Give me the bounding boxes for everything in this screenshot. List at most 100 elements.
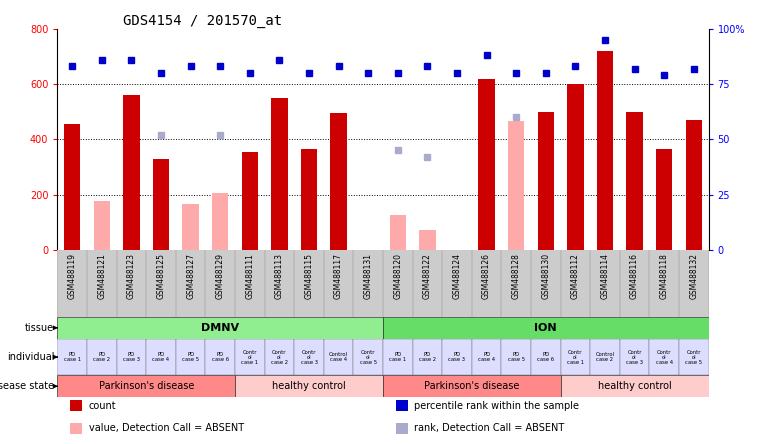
Text: PD
case 4: PD case 4 xyxy=(478,352,495,362)
Text: PD
case 1: PD case 1 xyxy=(64,352,80,362)
Bar xyxy=(176,339,205,375)
Text: PD
case 3: PD case 3 xyxy=(123,352,140,362)
Bar xyxy=(413,339,442,375)
Text: Control
case 4: Control case 4 xyxy=(329,352,348,362)
Text: Contr
ol
case 2: Contr ol case 2 xyxy=(271,349,288,365)
Bar xyxy=(264,339,294,375)
Text: GSM488111: GSM488111 xyxy=(245,253,254,299)
Bar xyxy=(205,339,235,375)
Bar xyxy=(679,339,709,375)
Text: tissue: tissue xyxy=(25,323,54,333)
Text: PD
case 5: PD case 5 xyxy=(182,352,199,362)
Text: individual: individual xyxy=(7,352,54,362)
Text: Contr
ol
case 4: Contr ol case 4 xyxy=(656,349,673,365)
Text: GSM488118: GSM488118 xyxy=(660,253,669,299)
Bar xyxy=(568,84,584,250)
Text: GSM488132: GSM488132 xyxy=(689,253,699,299)
Text: GSM488117: GSM488117 xyxy=(334,253,343,299)
Bar xyxy=(123,95,139,250)
Text: GSM488120: GSM488120 xyxy=(393,253,402,299)
Bar xyxy=(383,339,413,375)
Bar xyxy=(235,375,383,397)
Text: GSM488127: GSM488127 xyxy=(186,253,195,299)
Bar xyxy=(686,120,702,250)
Bar xyxy=(353,339,383,375)
Bar xyxy=(212,193,228,250)
Text: Contr
ol
case 5: Contr ol case 5 xyxy=(360,349,377,365)
Text: GSM488128: GSM488128 xyxy=(512,253,521,299)
Bar xyxy=(57,375,235,397)
Bar xyxy=(472,339,502,375)
Bar xyxy=(64,124,80,250)
Text: GDS4154 / 201570_at: GDS4154 / 201570_at xyxy=(123,14,282,28)
Text: GSM488116: GSM488116 xyxy=(630,253,639,299)
Bar xyxy=(57,317,383,339)
Text: Contr
ol
case 1: Contr ol case 1 xyxy=(567,349,584,365)
Text: GSM488125: GSM488125 xyxy=(156,253,165,299)
Bar xyxy=(242,152,258,250)
Text: GSM488123: GSM488123 xyxy=(127,253,136,299)
Text: Contr
ol
case 3: Contr ol case 3 xyxy=(300,349,318,365)
Text: PD
case 2: PD case 2 xyxy=(419,352,436,362)
Bar xyxy=(70,400,82,411)
Bar xyxy=(656,149,673,250)
Text: Contr
ol
case 1: Contr ol case 1 xyxy=(241,349,258,365)
Bar xyxy=(561,339,590,375)
Text: GSM488131: GSM488131 xyxy=(364,253,373,299)
Text: GSM488114: GSM488114 xyxy=(601,253,610,299)
Text: PD
case 6: PD case 6 xyxy=(211,352,229,362)
Text: GSM488126: GSM488126 xyxy=(482,253,491,299)
Bar xyxy=(182,204,198,250)
Bar xyxy=(330,113,347,250)
Text: rank, Detection Call = ABSENT: rank, Detection Call = ABSENT xyxy=(414,423,565,433)
Text: PD
case 4: PD case 4 xyxy=(152,352,169,362)
Bar xyxy=(627,112,643,250)
Bar xyxy=(87,339,116,375)
Bar xyxy=(146,339,176,375)
Bar xyxy=(383,317,709,339)
Text: DMNV: DMNV xyxy=(201,323,239,333)
Text: GSM488130: GSM488130 xyxy=(542,253,550,299)
Bar xyxy=(70,423,82,434)
Bar xyxy=(93,202,110,250)
Bar xyxy=(508,121,524,250)
Bar xyxy=(383,375,561,397)
Bar xyxy=(620,339,650,375)
Text: Contr
ol
case 5: Contr ol case 5 xyxy=(686,349,702,365)
Bar xyxy=(153,159,169,250)
Text: PD
case 3: PD case 3 xyxy=(448,352,466,362)
Bar xyxy=(650,339,679,375)
Text: GSM488119: GSM488119 xyxy=(67,253,77,299)
Text: healthy control: healthy control xyxy=(272,381,346,391)
Bar xyxy=(590,339,620,375)
Text: Control
case 2: Control case 2 xyxy=(595,352,614,362)
Bar xyxy=(324,339,353,375)
Bar xyxy=(294,339,324,375)
Text: PD
case 2: PD case 2 xyxy=(93,352,110,362)
Bar xyxy=(390,215,406,250)
Text: PD
case 1: PD case 1 xyxy=(389,352,406,362)
Text: GSM488112: GSM488112 xyxy=(571,253,580,299)
Bar xyxy=(271,99,287,250)
Text: PD
case 6: PD case 6 xyxy=(537,352,555,362)
Text: GSM488115: GSM488115 xyxy=(305,253,313,299)
Bar xyxy=(442,339,472,375)
Text: Contr
ol
case 3: Contr ol case 3 xyxy=(626,349,643,365)
Text: percentile rank within the sample: percentile rank within the sample xyxy=(414,400,579,411)
Text: value, Detection Call = ABSENT: value, Detection Call = ABSENT xyxy=(89,423,244,433)
Text: Parkinson's disease: Parkinson's disease xyxy=(424,381,519,391)
Text: healthy control: healthy control xyxy=(597,381,672,391)
Text: Parkinson's disease: Parkinson's disease xyxy=(99,381,194,391)
Bar xyxy=(396,400,408,411)
Text: GSM488113: GSM488113 xyxy=(275,253,284,299)
Bar xyxy=(531,339,561,375)
Bar xyxy=(597,51,613,250)
Bar xyxy=(235,339,264,375)
Text: GSM488121: GSM488121 xyxy=(97,253,106,299)
Text: ION: ION xyxy=(535,323,557,333)
Bar xyxy=(538,112,554,250)
Bar xyxy=(57,339,87,375)
Text: GSM488124: GSM488124 xyxy=(453,253,461,299)
Bar xyxy=(419,230,436,250)
Bar xyxy=(301,149,317,250)
